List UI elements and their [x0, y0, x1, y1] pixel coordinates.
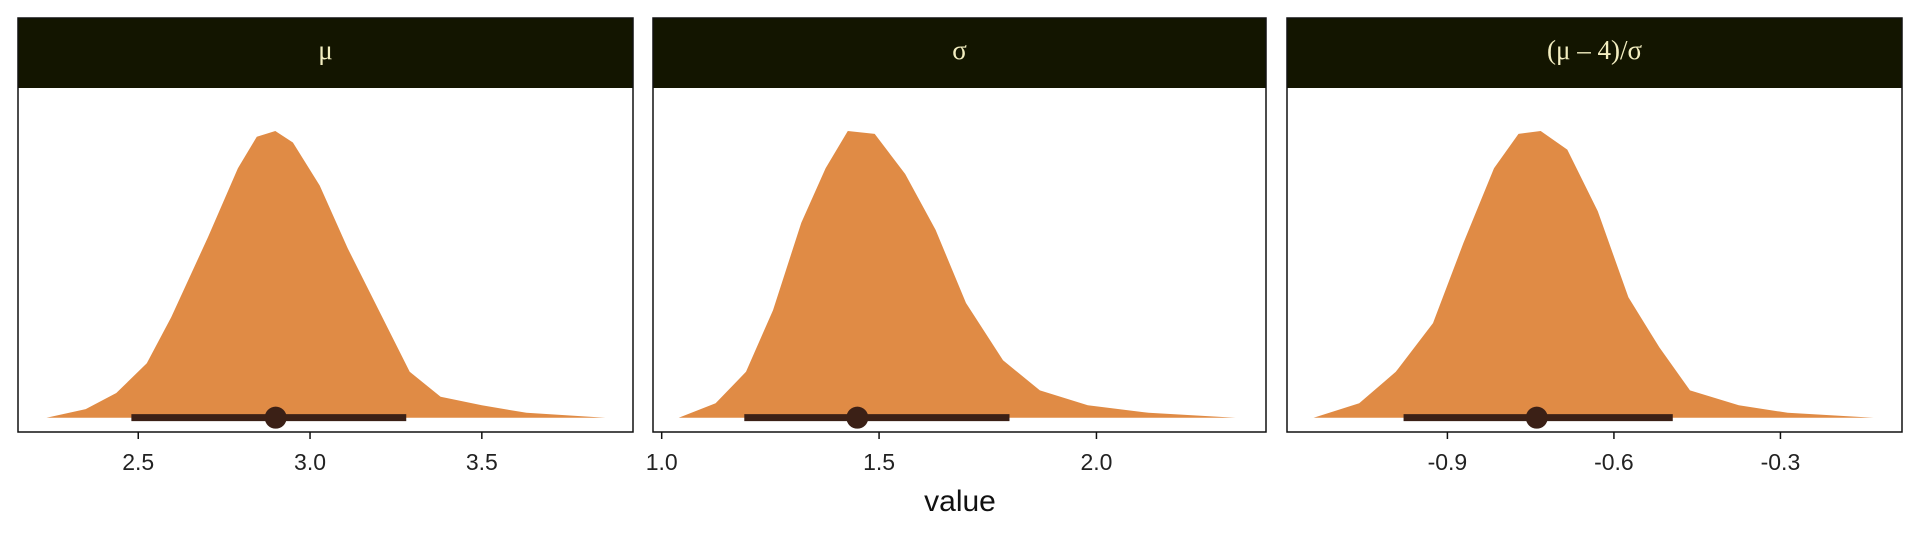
x-tick-label: -0.6 — [1594, 449, 1634, 475]
x-tick-label: -0.3 — [1761, 449, 1801, 475]
x-tick-label: 2.5 — [122, 449, 154, 475]
point-estimate — [264, 406, 287, 429]
density-area — [1313, 131, 1874, 418]
density-area — [46, 131, 606, 418]
x-tick-label: 3.5 — [466, 449, 498, 475]
x-tick-label: 1.5 — [863, 449, 895, 475]
strip-title: (μ – 4)/σ — [1547, 35, 1642, 65]
point-estimate — [1525, 406, 1548, 429]
panel-border — [17, 17, 634, 433]
x-tick-label: 1.0 — [646, 449, 678, 475]
panel-border — [652, 17, 1267, 433]
x-tick-label: 3.0 — [294, 449, 326, 475]
strip-title: μ — [318, 35, 332, 65]
point-estimate — [846, 406, 869, 429]
panel-border — [1286, 17, 1903, 433]
x-tick-label: -0.9 — [1428, 449, 1468, 475]
strip — [18, 18, 633, 88]
x-tick-label: 2.0 — [1080, 449, 1112, 475]
density-area — [678, 131, 1236, 418]
strip-title: σ — [952, 35, 967, 65]
strip — [653, 18, 1266, 88]
strip — [1287, 18, 1902, 88]
x-axis-label: value — [924, 485, 996, 518]
